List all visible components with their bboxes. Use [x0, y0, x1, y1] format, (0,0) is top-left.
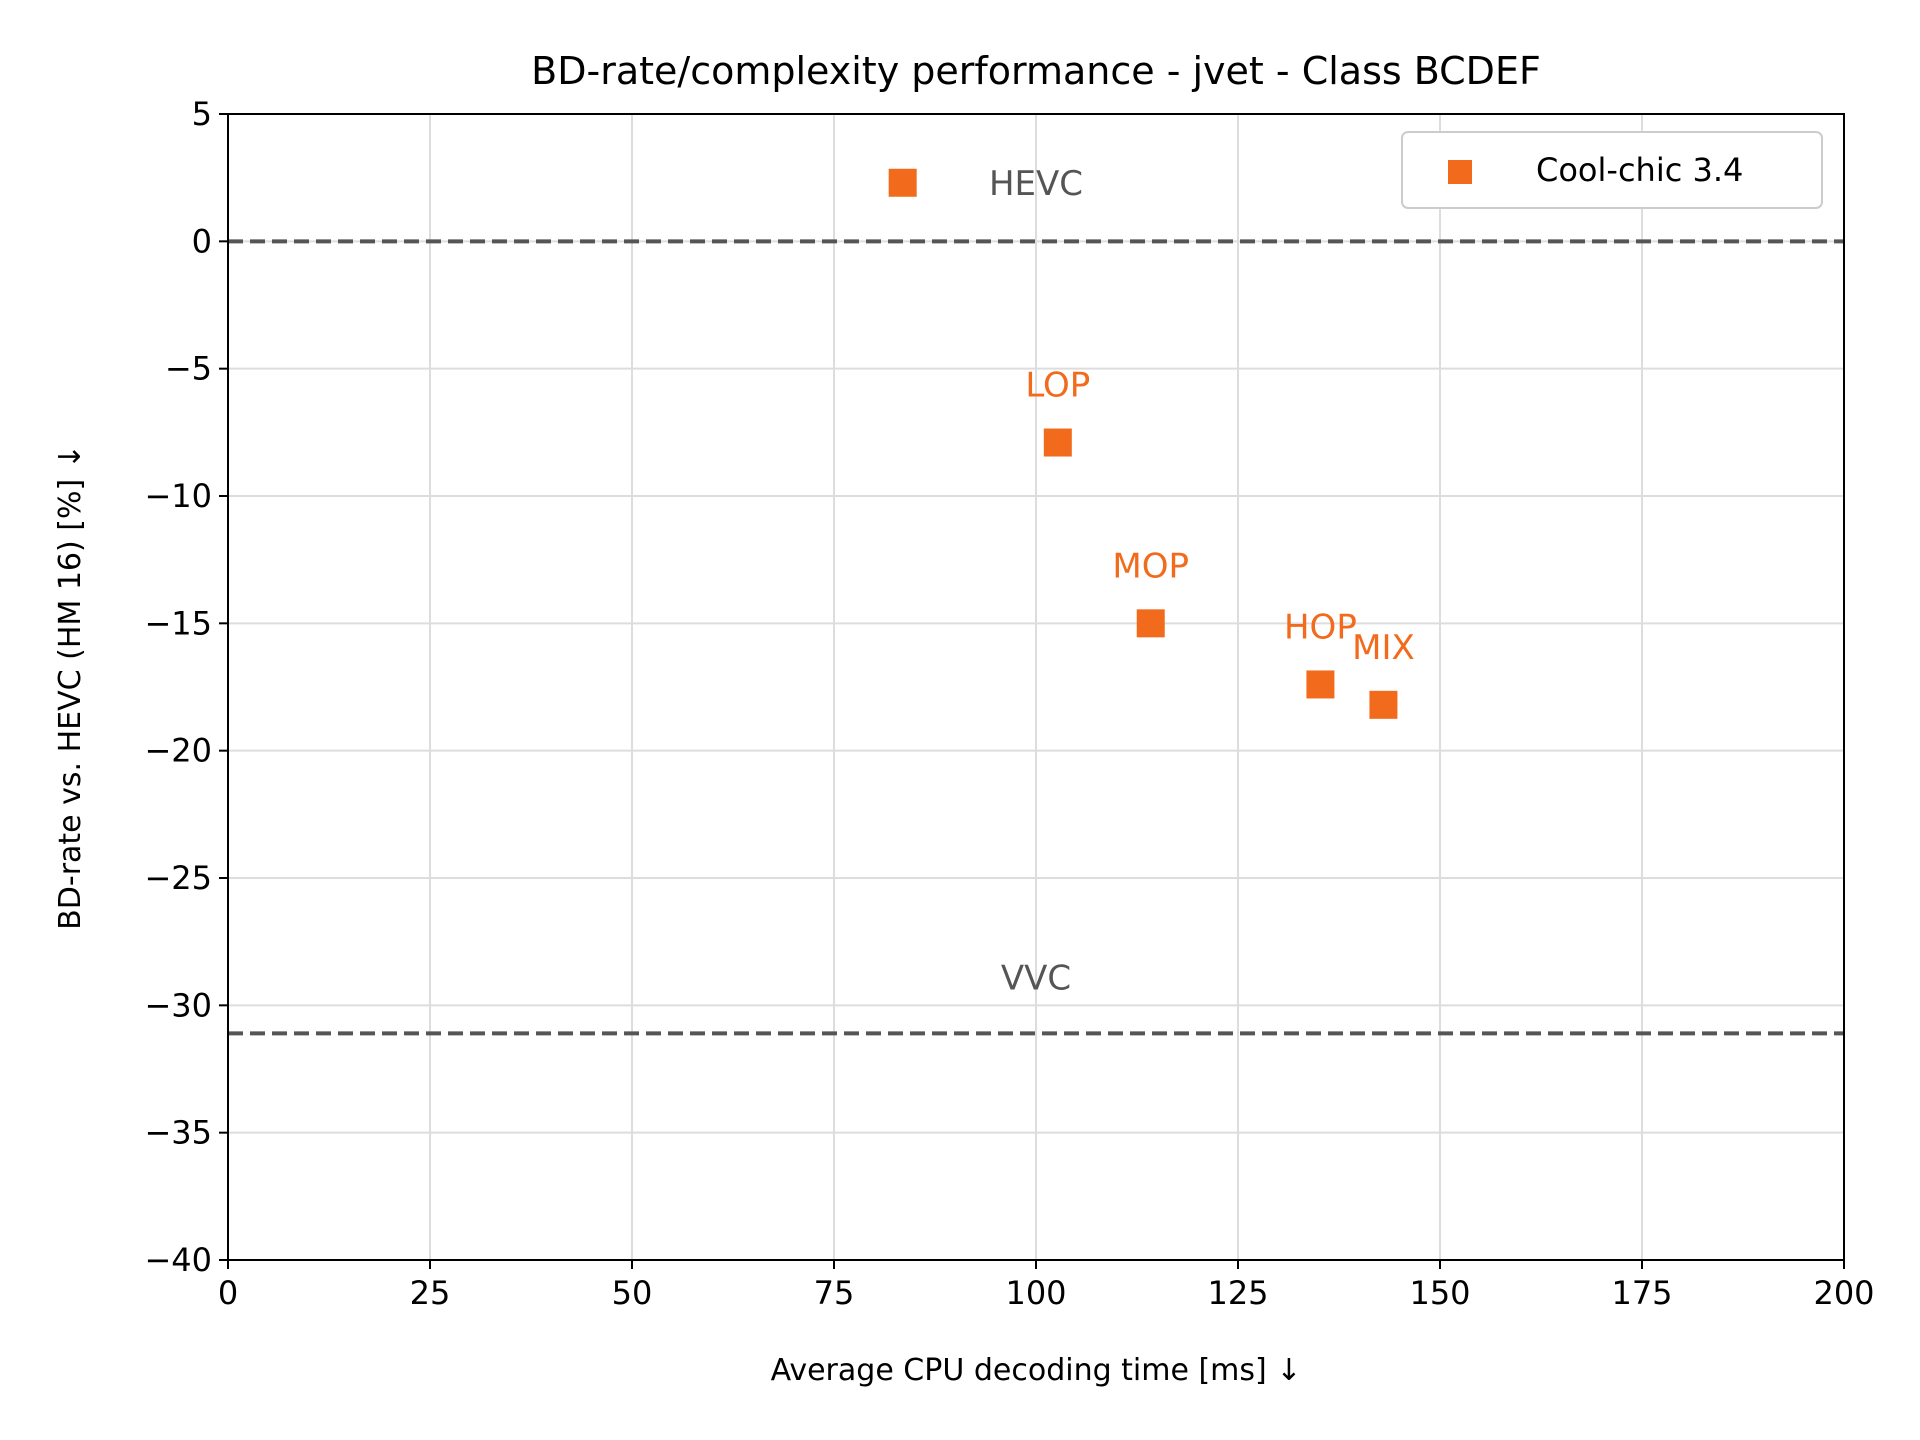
x-tick-label: 100 [1005, 1274, 1066, 1312]
legend-entry-label: Cool-chic 3.4 [1536, 151, 1743, 189]
x-tick-label: 125 [1207, 1274, 1268, 1312]
point-label-mop: MOP [1112, 546, 1189, 586]
point-mop [1136, 609, 1165, 638]
y-tick-label: −30 [144, 986, 212, 1024]
y-tick-label: 5 [192, 95, 212, 133]
legend: Cool-chic 3.4 [1401, 131, 1823, 209]
x-tick-label: 75 [814, 1274, 855, 1312]
reference-label-hevc: HEVC [989, 164, 1083, 204]
reference-label-vvc: VVC [1001, 958, 1071, 998]
hevc-marker [888, 168, 917, 197]
legend-marker-square [1448, 160, 1472, 184]
y-axis-ticks: 5 0 −5 −10 −15 −20 −25 −30 −35 −40 [144, 95, 228, 1279]
y-tick-label: −25 [144, 859, 212, 897]
y-tick-label: −10 [144, 477, 212, 515]
point-label-lop: LOP [1025, 366, 1090, 406]
x-tick-label: 150 [1409, 1274, 1470, 1312]
x-tick-label: 175 [1611, 1274, 1672, 1312]
x-tick-label: 50 [612, 1274, 653, 1312]
y-tick-label: −20 [144, 732, 212, 770]
y-tick-label: −35 [144, 1114, 212, 1152]
x-axis-ticks: 0 25 50 75 100 125 150 175 200 [218, 1260, 1875, 1312]
grid [227, 113, 1845, 1261]
y-tick-label: −40 [144, 1241, 212, 1279]
chart-title: BD-rate/complexity performance - jvet - … [531, 49, 1541, 93]
x-tick-label: 0 [218, 1274, 238, 1312]
point-label-mix: MIX [1352, 628, 1415, 668]
legend-box [1401, 131, 1823, 209]
point-lop [1043, 428, 1072, 457]
reference-lines: HEVC VVC [228, 164, 1844, 1036]
point-mix [1369, 690, 1398, 719]
point-label-hop: HOP [1284, 607, 1357, 647]
x-axis-label: Average CPU decoding time [ms] ↓ [771, 1353, 1302, 1388]
x-tick-label: 25 [410, 1274, 451, 1312]
point-hop [1306, 670, 1335, 699]
x-tick-label: 200 [1813, 1274, 1874, 1312]
y-tick-label: −5 [165, 350, 212, 388]
y-axis-label: BD-rate vs. HEVC (HM 16) [%] ↓ [53, 444, 88, 930]
y-tick-label: 0 [192, 222, 212, 260]
y-tick-label: −15 [144, 604, 212, 642]
